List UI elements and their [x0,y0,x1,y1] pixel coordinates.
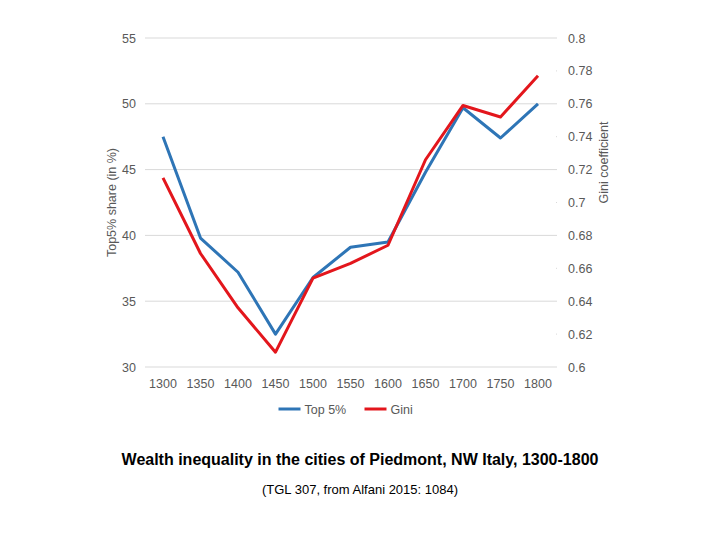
grid-line [145,301,556,302]
x-tick-label: 1650 [412,377,440,391]
x-tick-label: 1700 [449,377,477,391]
y2-tick [556,235,557,236]
grid-line [145,169,556,170]
y2-tick-label: 0.74 [568,130,592,144]
y-tick-label: 55 [122,32,136,46]
chart: 30 35 40 45 50 55 0.6 0.62 0.64 0.66 0.68 0.7 0.72 0.… [0,0,720,540]
y-tick-label: 35 [122,295,136,309]
legend-label: Gini [391,403,413,417]
y-axis-title: Top5% share (in %) [105,148,119,257]
grid-line [145,235,556,236]
y-tick-label: 45 [122,163,136,177]
y2-tick [556,70,557,71]
legend-swatch [279,408,301,411]
legend: Top 5% Gini [279,403,413,417]
y2-tick-label: 0.62 [568,328,592,342]
series [163,76,538,352]
y2-tick [556,202,557,203]
y2-tick [556,103,557,104]
y2-tick-label: 0.8 [568,32,585,46]
y2-tick-label: 0.78 [568,64,592,78]
y2-tick-label: 0.72 [568,163,592,177]
legend-swatch [365,408,387,411]
y2-tick-label: 0.68 [568,229,592,243]
title: Wealth inequality in the cities of Piedm… [122,451,599,468]
y2-tick [556,136,557,137]
x-tick-label: 1350 [187,377,215,391]
x-tick-label: 1400 [224,377,252,391]
grid [145,38,557,367]
y2-tick-label: 0.7 [568,196,585,210]
x-tick-label: 1600 [374,377,402,391]
y2-tick [556,38,557,39]
y-tick-label: 50 [122,97,136,111]
x-tick-label: 1300 [149,377,177,391]
y-tick-label: 40 [122,229,136,243]
x-tick-label: 1500 [299,377,327,391]
legend-label: Top 5% [305,403,347,417]
y2-tick-label: 0.6 [568,361,585,375]
series-line [163,76,538,352]
x-tick-label: 1550 [337,377,365,391]
series-line [163,104,538,334]
y2-tick [556,334,557,335]
y2-tick [556,367,557,368]
grid-line [145,103,556,104]
subtitle: (TGL 307, from Alfani 2015: 1084) [262,482,458,497]
y-tick-label: 30 [122,361,136,375]
y2-tick-label: 0.76 [568,97,592,111]
y2-tick [556,169,557,170]
x-tick-label: 1750 [487,377,515,391]
grid-line [145,367,556,368]
y2-axis-title: Gini coefficient [597,121,611,203]
y2-tick-label: 0.64 [568,295,592,309]
x-tick-label: 1800 [524,377,552,391]
y2-tick-label: 0.66 [568,262,592,276]
x-tick-label: 1450 [262,377,290,391]
y2-tick [556,268,557,269]
grid-line [145,38,556,39]
y2-tick [556,301,557,302]
